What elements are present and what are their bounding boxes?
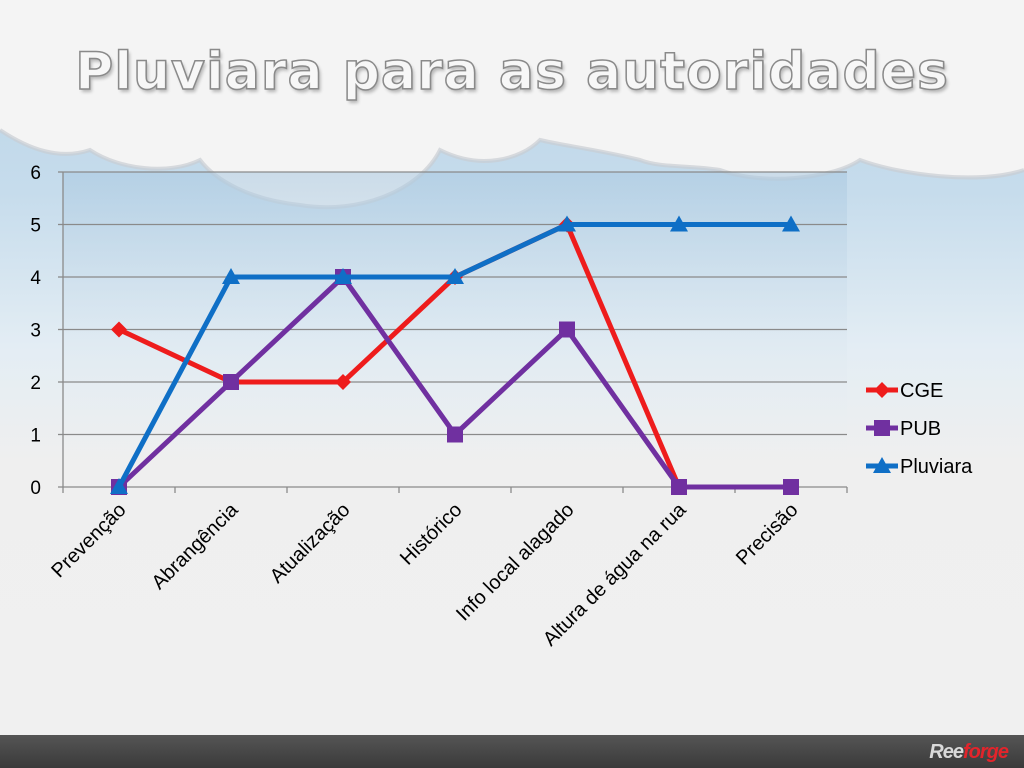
legend-item: CGE: [866, 380, 943, 402]
x-tick-label: Prevenção: [47, 499, 130, 582]
x-axis-ticks: Prevenção Abrangência Atualização Histórico…: [47, 487, 848, 651]
x-tick-label: Histórico: [396, 499, 467, 570]
data-point: [670, 215, 688, 232]
data-point: [782, 215, 800, 232]
data-point: [671, 479, 687, 495]
y-tick-label: 5: [30, 216, 41, 237]
y-tick-label: 6: [30, 163, 41, 184]
series-line: [116, 222, 682, 490]
bottom-bar: [0, 735, 1024, 768]
y-axis-ticks: 0 1 2 3 4 5 6: [30, 163, 63, 499]
data-point: [447, 426, 463, 443]
data-point: [335, 374, 351, 390]
legend-item: Pluviara: [866, 456, 973, 478]
data-point: [783, 479, 799, 495]
logo-part-1: Ree: [929, 741, 964, 763]
data-point: [222, 268, 240, 284]
legend: CGE PUB Pluviara: [866, 380, 973, 478]
series-group: [110, 215, 800, 495]
data-point: [446, 268, 464, 284]
data-point: [558, 215, 576, 232]
x-tick-label: Atualização: [266, 499, 355, 588]
y-tick-label: 3: [30, 321, 41, 342]
y-tick-label: 1: [30, 426, 41, 447]
reeforge-logo: Reeforge: [929, 741, 1009, 764]
x-tick-label: Info local alagado: [452, 499, 578, 625]
x-tick-label: Abrangência: [148, 498, 244, 594]
y-tick-label: 2: [30, 373, 41, 394]
series-Pluviara: [110, 215, 800, 494]
data-point: [334, 268, 352, 284]
data-point: [559, 321, 575, 338]
legend-label: PUB: [900, 418, 941, 440]
logo-part-2: forge: [963, 741, 1009, 763]
y-tick-label: 0: [30, 478, 41, 499]
slide-title: Pluviara para as autoridades: [74, 41, 949, 103]
x-tick-label: Precisão: [732, 499, 803, 570]
legend-swatch-marker: [873, 457, 891, 473]
data-point: [111, 321, 127, 338]
data-point: [110, 478, 128, 494]
y-tick-label: 4: [30, 268, 41, 289]
legend-swatch-marker: [874, 420, 890, 436]
legend-swatch-marker: [874, 382, 890, 398]
data-point: [223, 374, 239, 390]
legend-label: Pluviara: [900, 456, 973, 478]
legend-label: CGE: [900, 380, 943, 402]
legend-item: PUB: [866, 418, 941, 440]
